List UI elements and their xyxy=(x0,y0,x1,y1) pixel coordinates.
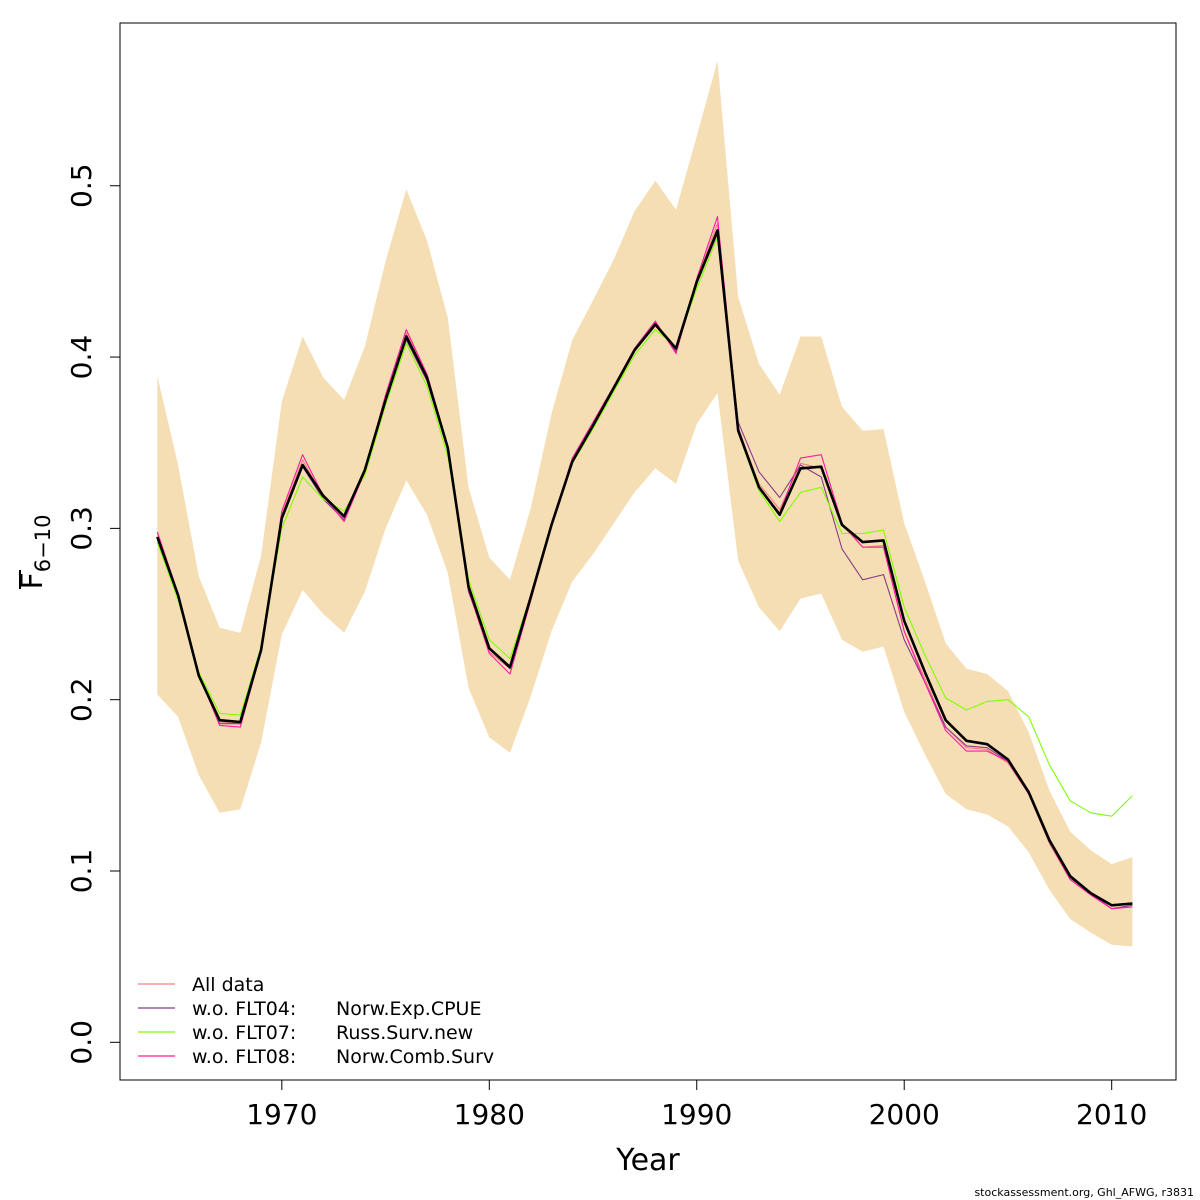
x-tick-label: 1990 xyxy=(661,1098,732,1131)
legend-label: w.o. FLT08: xyxy=(192,1046,296,1068)
y-tick-label: 0.5 xyxy=(65,163,98,208)
x-tick-label: 2010 xyxy=(1076,1098,1147,1131)
y-tick-label: 0.0 xyxy=(65,1020,98,1065)
series-layer xyxy=(156,216,1133,910)
legend-label: w.o. FLT07: xyxy=(192,1022,296,1044)
confidence-band xyxy=(157,60,1133,947)
y-tick-label: 0.4 xyxy=(65,335,98,380)
credit-text: stockassessment.org, Ghl_AFWG, r3831 xyxy=(974,1186,1194,1199)
svg-text:F6−10: F6−10 xyxy=(15,515,55,590)
y-axis: 0.0 0.1 0.2 0.3 0.4 0.5 xyxy=(65,163,120,1065)
legend-label-source: Norw.Exp.CPUE xyxy=(336,998,481,1020)
y-axis-label: F6−10 xyxy=(15,515,55,590)
y-tick-label: 0.2 xyxy=(65,677,98,722)
x-tick-label: 1980 xyxy=(454,1098,525,1131)
legend-label-source: Norw.Comb.Surv xyxy=(336,1046,494,1068)
legend-label-source: Russ.Surv.new xyxy=(336,1022,473,1044)
plot-frame xyxy=(119,22,1177,1081)
legend-label: All data xyxy=(192,974,264,996)
y-tick-label: 0.1 xyxy=(65,849,98,894)
x-axis-label: Year xyxy=(615,1143,680,1178)
legend-label: w.o. FLT04: xyxy=(192,998,296,1020)
x-axis: 1970 1980 1990 2000 2010 xyxy=(246,1080,1147,1131)
x-tick-label: 2000 xyxy=(869,1098,940,1131)
x-tick-label: 1970 xyxy=(246,1098,317,1131)
y-axis-label-subscript: 6−10 xyxy=(31,515,55,573)
series-line-3 xyxy=(156,236,1133,817)
confidence-band-layer xyxy=(157,60,1133,947)
y-tick-label: 0.3 xyxy=(65,506,98,551)
series-line-estimate xyxy=(156,229,1133,907)
y-axis-label-main: F xyxy=(15,572,50,589)
